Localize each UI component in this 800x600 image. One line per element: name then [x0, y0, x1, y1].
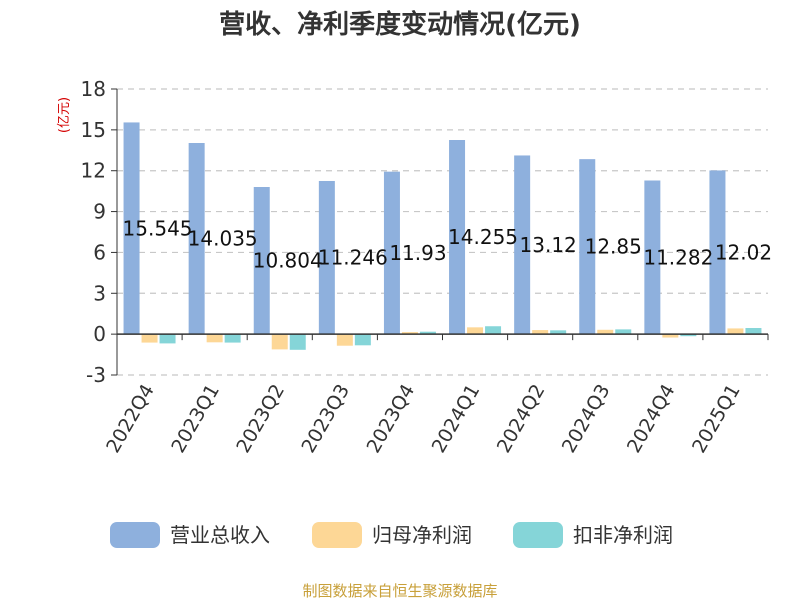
- x-tick-label: 2022Q4: [102, 381, 159, 457]
- non-gaap-net-profit-bar: [289, 334, 306, 350]
- x-tick-label: 2023Q3: [297, 381, 354, 457]
- legend: 营业总收入 归母净利润 扣非净利润: [110, 522, 673, 548]
- non-gaap-net-profit-bar: [224, 334, 241, 343]
- y-tick-label: 6: [93, 240, 106, 264]
- x-tick-label: 2024Q4: [623, 381, 680, 457]
- x-tick-label: 2023Q4: [363, 381, 420, 457]
- parent-net-profit-bar: [271, 334, 288, 350]
- parent-net-profit-bar: [401, 332, 418, 335]
- parent-net-profit-bar: [597, 329, 614, 335]
- legend-label: 营业总收入: [170, 523, 270, 547]
- revenue-data-label: 12.85: [585, 235, 642, 259]
- legend-label: 归母净利润: [372, 523, 472, 547]
- chart-title: 营收、净利季度变动情况(亿元): [219, 9, 581, 40]
- parent-net-profit-bar: [336, 334, 353, 346]
- revenue-bar: [709, 170, 726, 335]
- y-tick-label: 9: [93, 200, 106, 224]
- non-gaap-net-profit-bar: [550, 330, 567, 335]
- revenue-data-label: 13.12: [520, 233, 577, 257]
- revenue-bar: [449, 140, 466, 335]
- revenue-bar: [383, 171, 400, 335]
- y-tick-label: 0: [93, 322, 106, 346]
- revenue-bar: [514, 155, 531, 335]
- legend-item-revenue[interactable]: 营业总收入: [110, 522, 270, 548]
- revenue-bar: [123, 122, 140, 335]
- y-tick-label: 3: [93, 281, 106, 305]
- non-gaap-net-profit-bar: [159, 334, 176, 344]
- parent-net-profit-bar: [727, 328, 744, 335]
- x-tick-label: 2023Q2: [232, 381, 289, 457]
- y-tick-label: -3: [86, 363, 106, 387]
- non-gaap-net-profit-bar: [354, 334, 371, 346]
- legend-item-non-gaap-net-profit[interactable]: 扣非净利润: [513, 522, 673, 548]
- revenue-bar: [318, 180, 335, 335]
- x-tick-label: 2025Q1: [688, 381, 745, 457]
- non-gaap-net-profit-bar: [680, 334, 697, 337]
- parent-net-profit-bar: [467, 327, 484, 335]
- non-gaap-net-profit-bar: [419, 331, 436, 335]
- revenue-data-label: 14.035: [188, 227, 258, 251]
- y-tick-label: 15: [81, 118, 106, 142]
- non-gaap-net-profit-bar: [615, 329, 632, 335]
- y-axis-unit-label: (亿元): [57, 97, 72, 133]
- revenue-data-label: 11.282: [643, 245, 713, 269]
- parent-net-profit-bar: [532, 330, 549, 335]
- non-gaap-net-profit-bar: [745, 328, 762, 335]
- x-tick-label: 2024Q3: [558, 381, 615, 457]
- parent-net-profit-bar: [206, 334, 223, 343]
- x-tick-label: 2023Q1: [167, 381, 224, 457]
- revenue-bar: [579, 159, 596, 335]
- legend-swatch: [513, 522, 563, 548]
- y-tick-label: 18: [81, 77, 106, 101]
- source-note: 制图数据来自恒生聚源数据库: [302, 582, 497, 600]
- x-tick-label: 2024Q1: [428, 381, 485, 457]
- legend-swatch: [110, 522, 160, 548]
- revenue-data-label: 12.02: [715, 240, 772, 264]
- parent-net-profit-bar: [141, 334, 158, 343]
- bars: [123, 122, 762, 350]
- x-tick-label: 2024Q2: [493, 381, 550, 457]
- revenue-data-label: 10.804: [253, 249, 323, 273]
- non-gaap-net-profit-bar: [485, 326, 502, 335]
- legend-swatch: [312, 522, 362, 548]
- revenue-data-label: 15.545: [123, 216, 193, 240]
- x-axis-ticks: 2022Q4 2023Q1 2023Q2 2023Q3 2023Q4 2024Q1 2024…: [102, 334, 769, 457]
- legend-item-parent-net-profit[interactable]: 归母净利润: [312, 522, 472, 548]
- y-tick-label: 12: [81, 159, 106, 183]
- y-axis-ticks: -3 0 3 6 9 12 15 18: [81, 77, 117, 387]
- legend-label: 扣非净利润: [573, 523, 673, 547]
- revenue-data-label: 11.246: [318, 246, 388, 270]
- revenue-data-label: 11.93: [389, 241, 446, 265]
- revenue-bar: [188, 142, 205, 335]
- revenue-bar: [644, 180, 661, 335]
- parent-net-profit-bar: [662, 334, 679, 338]
- revenue-bar: [253, 187, 270, 335]
- revenue-data-label: 14.255: [448, 225, 518, 249]
